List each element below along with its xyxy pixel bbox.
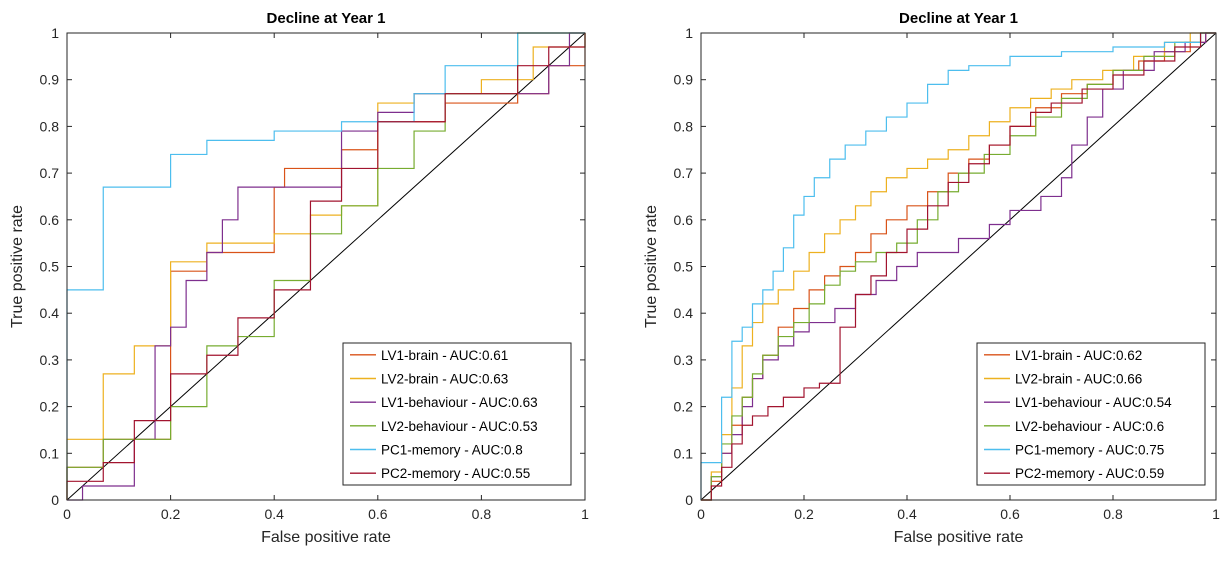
legend: LV1-brain - AUC:0.61 LV2-brain - AUC:0.63… [342, 342, 572, 486]
y-tick-label: 0.2 [674, 399, 694, 415]
y-tick-label: 0.5 [40, 259, 60, 275]
legend-box [976, 342, 1206, 486]
y-tick-label: 0 [685, 492, 693, 508]
legend-label-1: LV1-brain - AUC:0.61 [381, 348, 508, 363]
x-tick-label: 0.4 [264, 506, 284, 522]
x-tick-label: 0 [697, 506, 705, 522]
legend-label-3: LV1-behaviour - AUC:0.63 [381, 395, 538, 410]
x-tick-label: 0.6 [368, 506, 388, 522]
y-tick-label: 0.9 [40, 72, 60, 88]
y-tick-label: 0.2 [40, 399, 60, 415]
y-axis-label: True positive rate [9, 205, 26, 328]
y-tick-label: 0.9 [674, 72, 694, 88]
y-tick-label: 1 [51, 25, 59, 41]
y-tick-label: 0.1 [674, 445, 694, 461]
legend-label-3: LV1-behaviour - AUC:0.54 [1015, 395, 1172, 410]
y-tick-label: 0.7 [674, 165, 694, 181]
x-tick-label: 1 [581, 506, 589, 522]
chance-line [700, 32, 1217, 501]
y-tick-label: 0.7 [40, 165, 60, 181]
series-line-6 [701, 32, 1216, 501]
y-tick-label: 1 [685, 25, 693, 41]
x-tick-label: 0.8 [1103, 506, 1123, 522]
x-tick-label: 0.4 [897, 506, 917, 522]
x-tick-label: 0.6 [1000, 506, 1020, 522]
legend-label-2: LV2-brain - AUC:0.63 [381, 372, 508, 387]
legend-label-5: PC1-memory - AUC:0.75 [1015, 443, 1164, 458]
legend-label-1: LV1-brain - AUC:0.62 [1015, 348, 1142, 363]
chance-line [66, 32, 586, 501]
legend-box [342, 342, 572, 486]
y-axis-label: True positive rate [643, 205, 660, 328]
series-line-5 [66, 32, 585, 500]
chart-title: Decline at Year 1 [267, 10, 386, 27]
series-line-6 [66, 33, 586, 500]
x-tick-label: 0.2 [161, 506, 181, 522]
y-tick-label: 0.6 [40, 212, 60, 228]
y-tick-label: 0.3 [674, 352, 694, 368]
x-tick-label: 0.2 [794, 506, 814, 522]
chart-title: Decline at Year 1 [899, 10, 1018, 27]
x-axis-label: False positive rate [261, 529, 391, 546]
y-tick-label: 0.1 [40, 445, 60, 461]
series-line-5 [700, 32, 1216, 500]
y-tick-label: 0.3 [40, 352, 60, 368]
legend-label-5: PC1-memory - AUC:0.8 [381, 443, 523, 458]
y-tick-label: 0.8 [40, 118, 60, 134]
x-tick-label: 0.8 [472, 506, 492, 522]
y-tick-label: 0 [51, 492, 59, 508]
y-tick-label: 0.4 [40, 305, 60, 321]
y-tick-label: 0.5 [674, 259, 694, 275]
legend-label-6: PC2-memory - AUC:0.55 [381, 466, 530, 481]
legend-label-2: LV2-brain - AUC:0.66 [1015, 372, 1142, 387]
chart-panel-1: 0 0.2 0.4 0.6 0.8 1 0 0.1 0.2 0.3 0.4 0.5 0.6 0.7 0.8 0… [9, 10, 589, 546]
legend-label-4: LV2-behaviour - AUC:0.53 [381, 419, 538, 434]
x-tick-label: 1 [1212, 506, 1220, 522]
legend-label-6: PC2-memory - AUC:0.59 [1015, 466, 1164, 481]
legend-label-4: LV2-behaviour - AUC:0.6 [1015, 419, 1164, 434]
y-tick-label: 0.6 [674, 212, 694, 228]
chart-panel-2: 0 0.2 0.4 0.6 0.8 1 0 0.1 0.2 0.3 0.4 0.5 0.6 0.7 0.8 0… [643, 10, 1220, 546]
x-tick-label: 0 [63, 506, 71, 522]
y-tick-label: 0.8 [674, 118, 694, 134]
series-line-2 [701, 32, 1216, 501]
x-axis-label: False positive rate [894, 529, 1024, 546]
legend: LV1-brain - AUC:0.62 LV2-brain - AUC:0.66… [976, 342, 1206, 486]
y-tick-label: 0.4 [674, 305, 694, 321]
